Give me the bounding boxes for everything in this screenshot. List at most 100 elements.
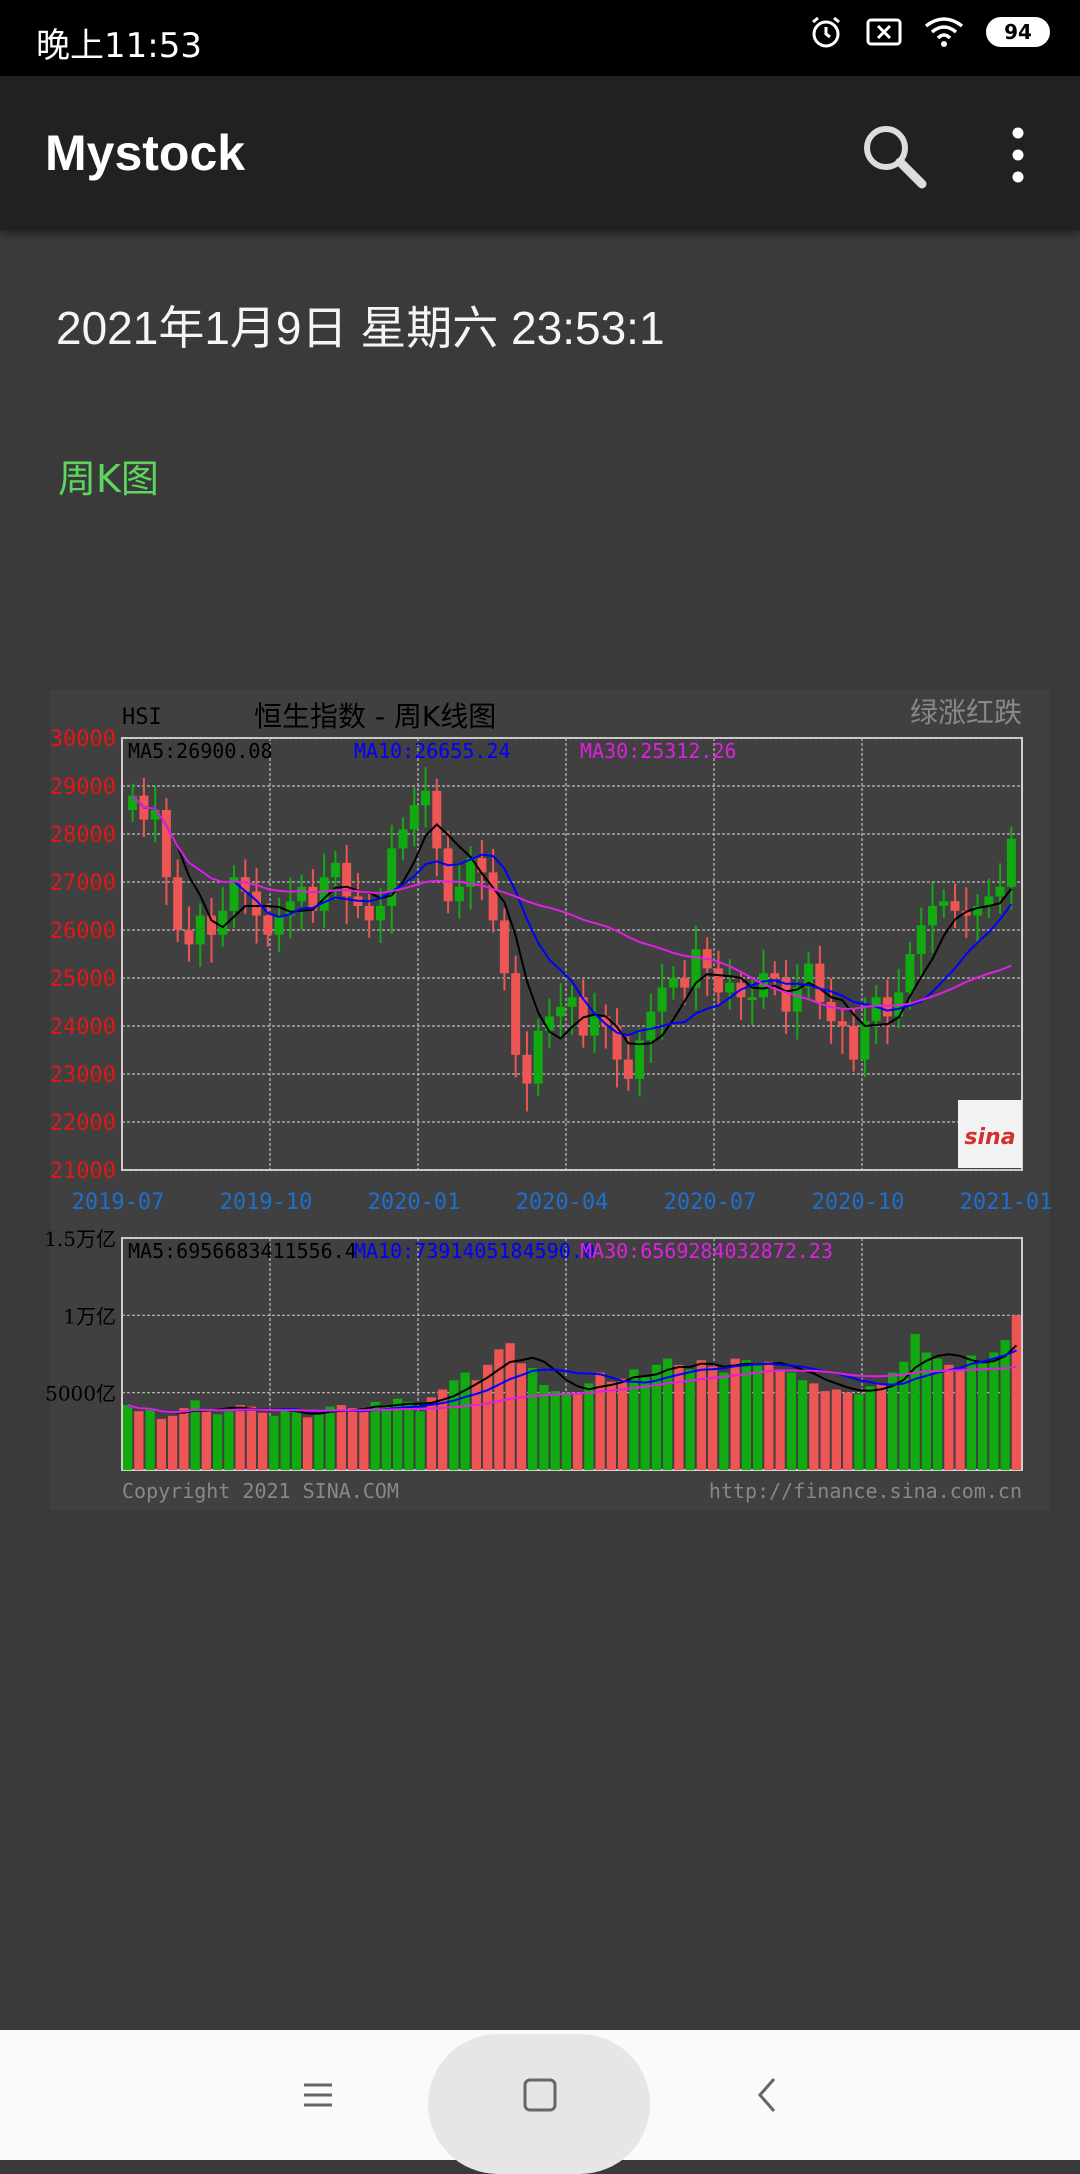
candle-body: [229, 877, 239, 911]
recent-apps-button[interactable]: [288, 2065, 348, 2125]
search-button[interactable]: [858, 120, 928, 190]
volume-bar: [955, 1369, 965, 1470]
volume-bar: [145, 1409, 155, 1470]
candle-body: [713, 968, 723, 993]
volume-bar: [921, 1352, 931, 1470]
more-vert-icon: [1012, 127, 1024, 183]
volume-bar: [426, 1397, 436, 1470]
candle-body: [928, 906, 938, 926]
home-icon: [523, 2078, 557, 2112]
home-button[interactable]: [510, 2065, 570, 2125]
candle-body: [443, 848, 453, 902]
volume-bar: [449, 1380, 459, 1470]
candle-body: [567, 997, 577, 1007]
candle-body: [984, 896, 994, 906]
candle-body: [680, 978, 690, 988]
candle-body: [477, 858, 487, 873]
volume-bar: [336, 1405, 346, 1470]
candle-body: [499, 920, 509, 974]
volume-bar: [640, 1377, 650, 1470]
candle-body: [387, 848, 397, 906]
candle-body: [961, 910, 971, 916]
price-tick-label: 23000: [50, 1063, 116, 1088]
volume-bar: [606, 1381, 616, 1470]
date-tick-label: 2021-01: [960, 1190, 1053, 1215]
weekly-k-chart-label: 周K图: [58, 457, 159, 501]
price-tick-label: 29000: [50, 775, 116, 800]
price-tick-label: 21000: [50, 1159, 116, 1184]
candle-body: [409, 805, 419, 830]
volume-bar: [348, 1408, 358, 1470]
current-datetime: 2021年1月9日 星期六 23:53:1: [56, 302, 665, 354]
volume-bar: [719, 1372, 729, 1470]
candle-body: [725, 982, 735, 993]
candle-body: [342, 862, 352, 897]
candle-body: [871, 997, 881, 1022]
candle-body: [747, 997, 757, 1001]
volume-bar: [584, 1383, 594, 1470]
candle-body: [612, 1026, 622, 1060]
volume-bar: [438, 1389, 448, 1470]
candle-body: [161, 810, 171, 878]
candle-body: [792, 987, 802, 1012]
candle-body: [128, 795, 138, 810]
candle-body: [590, 1016, 600, 1036]
candle-body: [330, 862, 340, 878]
volume-bar: [381, 1405, 391, 1470]
candle-body: [488, 872, 498, 921]
volume-bar: [134, 1411, 144, 1470]
candle-body: [950, 901, 960, 911]
volume-tick-label: 1.5万亿: [44, 1227, 116, 1251]
candle-body: [826, 1002, 836, 1022]
more-options-button[interactable]: [998, 120, 1038, 190]
candle-body: [623, 1059, 633, 1079]
price-panel-frame: [121, 737, 1023, 1171]
candle-body: [421, 790, 431, 806]
volume-bar: [651, 1364, 661, 1470]
battery-level: 94: [1004, 20, 1032, 44]
price-ma-label: MA30:25312.26: [580, 739, 737, 763]
price-ma-line: [131, 794, 1012, 1010]
volume-bar: [629, 1369, 639, 1470]
candle-body: [195, 915, 205, 945]
back-button[interactable]: [738, 2065, 798, 2125]
candle-body: [364, 906, 374, 921]
volume-bar: [246, 1406, 256, 1470]
volume-ma-label: MA30:6569284032872.23: [580, 1239, 833, 1263]
candle-body: [849, 1026, 859, 1060]
volume-bar: [696, 1360, 706, 1470]
volume-bar: [876, 1383, 886, 1470]
volume-panel-frame: [121, 1237, 1023, 1471]
volume-bar: [550, 1391, 560, 1470]
candle-body: [939, 901, 949, 906]
sina-watermark-box: [958, 1100, 1022, 1168]
app-bar: Mystock: [0, 76, 1080, 230]
candle-body: [297, 886, 307, 902]
chart-symbol: HSI: [122, 705, 162, 730]
battery-icon: 94: [986, 17, 1050, 47]
volume-bar: [370, 1401, 380, 1470]
date-tick-label: 2020-07: [664, 1190, 757, 1215]
status-time: 晚上11:53: [36, 26, 202, 66]
candle-body: [319, 877, 329, 911]
candle-body: [815, 963, 825, 1002]
volume-bar: [123, 1405, 133, 1470]
volume-bar: [325, 1406, 335, 1470]
volume-bar: [471, 1380, 481, 1470]
chart-footer-copyright: Copyright 2021 SINA.COM: [122, 1479, 399, 1503]
volume-bar: [798, 1380, 808, 1470]
chart-footer-url: http://finance.sina.com.cn: [709, 1479, 1022, 1503]
candle-body: [375, 906, 385, 921]
menu-icon: [304, 2083, 332, 2107]
volume-bar: [786, 1372, 796, 1470]
candle-body: [781, 978, 791, 1012]
volume-bar: [708, 1366, 718, 1470]
volume-bar: [944, 1364, 954, 1470]
candle-body: [173, 877, 183, 930]
price-ma-label: MA5:26900.08: [128, 739, 273, 763]
volume-ma-label: MA5:6956683411556.4: [128, 1239, 357, 1263]
back-icon: [758, 2078, 776, 2112]
volume-bar: [775, 1369, 785, 1470]
candle-body: [398, 829, 408, 849]
candle-body: [882, 997, 892, 1017]
